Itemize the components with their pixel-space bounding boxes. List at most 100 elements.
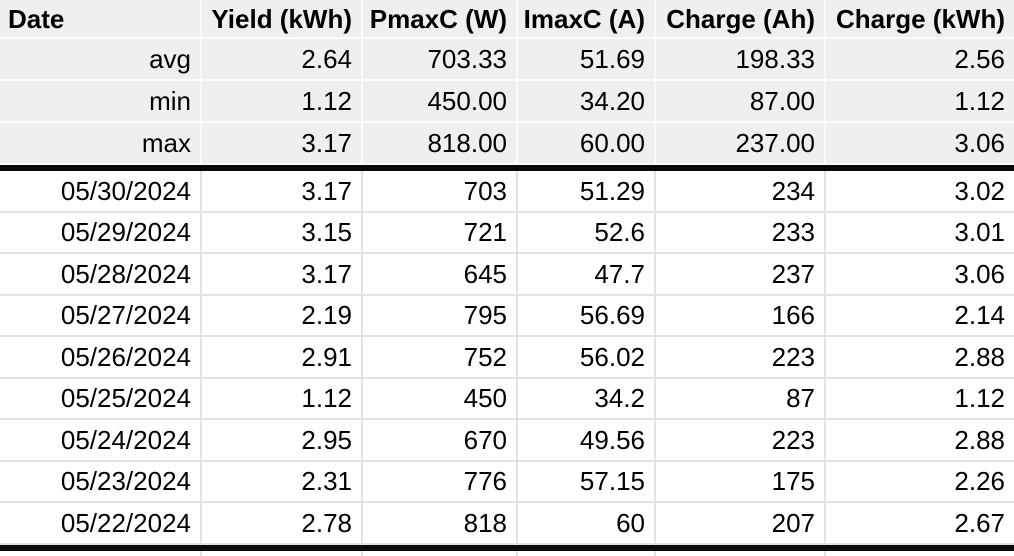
value-cell[interactable]: 2.78	[202, 503, 363, 545]
table-head-block: Date Yield (kWh) PmaxC (W) ImaxC (A) Charge …	[0, 0, 1014, 165]
date-cell[interactable]: 05/27/2024	[0, 295, 202, 337]
value-cell[interactable]: 450	[363, 378, 518, 420]
summary-value-cell[interactable]: 450.00	[363, 81, 518, 123]
header-cell-imaxc-a[interactable]: ImaxC (A)	[518, 0, 656, 39]
summary-label-cell[interactable]: avg	[0, 39, 202, 81]
value-cell[interactable]: 818	[363, 503, 518, 545]
partial-cell	[0, 550, 202, 556]
value-cell[interactable]: 645	[363, 254, 518, 296]
date-cell[interactable]: 05/22/2024	[0, 503, 202, 545]
summary-value-cell[interactable]: 1.12	[202, 81, 363, 123]
date-cell[interactable]: 05/23/2024	[0, 461, 202, 503]
table-row: 05/26/2024 2.91 752 56.02 223 2.88	[0, 337, 1014, 379]
summary-value-cell[interactable]: 34.20	[518, 81, 656, 123]
table-row: 05/30/2024 3.17 703 51.29 234 3.02	[0, 171, 1014, 213]
value-cell[interactable]: 34.2	[518, 378, 656, 420]
table-row: 05/23/2024 2.31 776 57.15 175 2.26	[0, 461, 1014, 503]
value-cell[interactable]: 87	[656, 378, 826, 420]
date-cell[interactable]: 05/25/2024	[0, 378, 202, 420]
date-cell[interactable]: 05/30/2024	[0, 171, 202, 213]
value-cell[interactable]: 3.15	[202, 212, 363, 254]
header-cell-date[interactable]: Date	[0, 0, 202, 39]
summary-value-cell[interactable]: 51.69	[518, 39, 656, 81]
value-cell[interactable]: 2.31	[202, 461, 363, 503]
table-row: 05/25/2024 1.12 450 34.2 87 1.12	[0, 378, 1014, 420]
partial-cell	[518, 550, 656, 556]
summary-value-cell[interactable]: 818.00	[363, 123, 518, 165]
table-row: 05/24/2024 2.95 670 49.56 223 2.88	[0, 420, 1014, 462]
value-cell[interactable]: 234	[656, 171, 826, 213]
value-cell[interactable]: 233	[656, 212, 826, 254]
value-cell[interactable]: 237	[656, 254, 826, 296]
value-cell[interactable]: 223	[656, 337, 826, 379]
value-cell[interactable]: 2.67	[826, 503, 1014, 545]
summary-value-cell[interactable]: 198.33	[656, 39, 826, 81]
summary-row-min: min 1.12 450.00 34.20 87.00 1.12	[0, 81, 1014, 123]
value-cell[interactable]: 60	[518, 503, 656, 545]
value-cell[interactable]: 752	[363, 337, 518, 379]
value-cell[interactable]: 2.88	[826, 337, 1014, 379]
value-cell[interactable]: 47.7	[518, 254, 656, 296]
value-cell[interactable]: 52.6	[518, 212, 656, 254]
value-cell[interactable]: 703	[363, 171, 518, 213]
value-cell[interactable]: 3.17	[202, 254, 363, 296]
value-cell[interactable]: 207	[656, 503, 826, 545]
summary-rows: avg 2.64 703.33 51.69 198.33 2.56 min 1.12 450.0…	[0, 39, 1014, 165]
summary-value-cell[interactable]: 237.00	[656, 123, 826, 165]
value-cell[interactable]: 2.26	[826, 461, 1014, 503]
summary-value-cell[interactable]: 2.64	[202, 39, 363, 81]
value-cell[interactable]: 166	[656, 295, 826, 337]
data-rows: 05/30/2024 3.17 703 51.29 234 3.02 05/29/2024 3…	[0, 171, 1014, 545]
summary-value-cell[interactable]: 3.17	[202, 123, 363, 165]
value-cell[interactable]: 2.14	[826, 295, 1014, 337]
header-cell-charge-kwh[interactable]: Charge (kWh)	[826, 0, 1014, 39]
value-cell[interactable]: 3.06	[826, 254, 1014, 296]
summary-value-cell[interactable]: 3.06	[826, 123, 1014, 165]
thick-divider-top	[0, 165, 1014, 171]
value-cell[interactable]: 175	[656, 461, 826, 503]
date-cell[interactable]: 05/26/2024	[0, 337, 202, 379]
summary-row-avg: avg 2.64 703.33 51.69 198.33 2.56	[0, 39, 1014, 81]
value-cell[interactable]: 776	[363, 461, 518, 503]
value-cell[interactable]: 2.88	[826, 420, 1014, 462]
partial-cell	[826, 550, 1014, 556]
summary-value-cell[interactable]: 1.12	[826, 81, 1014, 123]
partial-next-row	[0, 550, 1014, 556]
summary-row-max: max 3.17 818.00 60.00 237.00 3.06	[0, 123, 1014, 165]
table-row: 05/22/2024 2.78 818 60 207 2.67	[0, 503, 1014, 545]
date-cell[interactable]: 05/24/2024	[0, 420, 202, 462]
value-cell[interactable]: 1.12	[826, 378, 1014, 420]
value-cell[interactable]: 721	[363, 212, 518, 254]
table-row: 05/28/2024 3.17 645 47.7 237 3.06	[0, 254, 1014, 296]
value-cell[interactable]: 56.69	[518, 295, 656, 337]
value-cell[interactable]: 2.95	[202, 420, 363, 462]
value-cell[interactable]: 2.19	[202, 295, 363, 337]
value-cell[interactable]: 3.01	[826, 212, 1014, 254]
value-cell[interactable]: 3.02	[826, 171, 1014, 213]
date-cell[interactable]: 05/28/2024	[0, 254, 202, 296]
summary-label-cell[interactable]: max	[0, 123, 202, 165]
summary-value-cell[interactable]: 2.56	[826, 39, 1014, 81]
summary-label-cell[interactable]: min	[0, 81, 202, 123]
summary-value-cell[interactable]: 703.33	[363, 39, 518, 81]
value-cell[interactable]: 670	[363, 420, 518, 462]
value-cell[interactable]: 49.56	[518, 420, 656, 462]
partial-cell	[202, 550, 363, 556]
value-cell[interactable]: 51.29	[518, 171, 656, 213]
value-cell[interactable]: 56.02	[518, 337, 656, 379]
value-cell[interactable]: 3.17	[202, 171, 363, 213]
summary-value-cell[interactable]: 60.00	[518, 123, 656, 165]
header-row: Date Yield (kWh) PmaxC (W) ImaxC (A) Charge …	[0, 0, 1014, 39]
value-cell[interactable]: 795	[363, 295, 518, 337]
table-row: 05/27/2024 2.19 795 56.69 166 2.14	[0, 295, 1014, 337]
summary-value-cell[interactable]: 87.00	[656, 81, 826, 123]
header-cell-pmaxc-w[interactable]: PmaxC (W)	[363, 0, 518, 39]
value-cell[interactable]: 2.91	[202, 337, 363, 379]
date-cell[interactable]: 05/29/2024	[0, 212, 202, 254]
value-cell[interactable]: 57.15	[518, 461, 656, 503]
value-cell[interactable]: 223	[656, 420, 826, 462]
value-cell[interactable]: 1.12	[202, 378, 363, 420]
header-cell-charge-ah[interactable]: Charge (Ah)	[656, 0, 826, 39]
header-cell-yield-kwh[interactable]: Yield (kWh)	[202, 0, 363, 39]
